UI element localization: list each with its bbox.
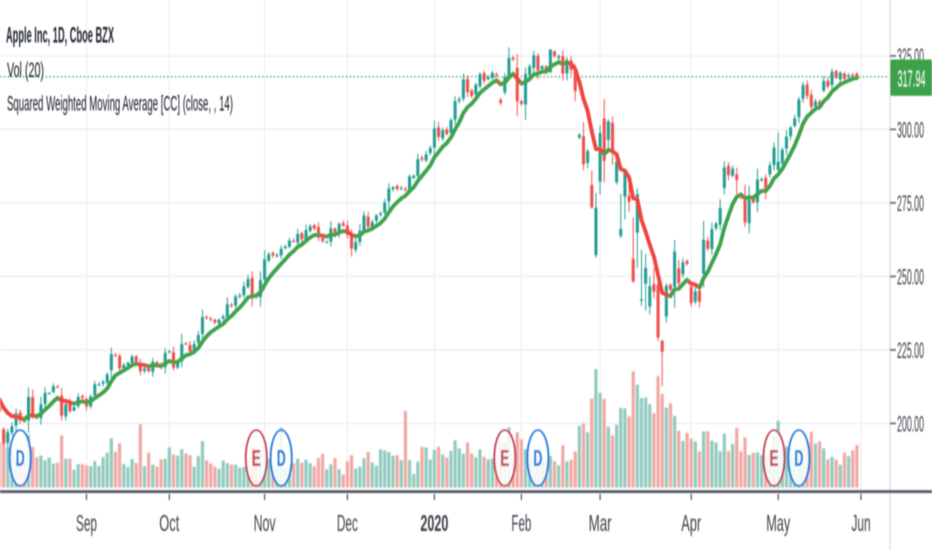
svg-text:Vol (20): Vol (20) (7, 59, 44, 82)
svg-text:Jun: Jun (852, 510, 871, 536)
svg-text:E: E (252, 445, 261, 471)
svg-text:Dec: Dec (337, 510, 358, 536)
svg-text:Nov: Nov (254, 510, 276, 536)
svg-text:300.00: 300.00 (897, 118, 924, 143)
svg-text:D: D (277, 445, 286, 471)
svg-text:D: D (794, 445, 803, 471)
svg-text:275.00: 275.00 (897, 191, 924, 216)
svg-text:Sep: Sep (76, 510, 97, 536)
svg-text:Feb: Feb (511, 510, 531, 536)
svg-text:250.00: 250.00 (897, 265, 924, 290)
svg-text:200.00: 200.00 (897, 412, 924, 437)
svg-text:Squared Weighted Moving Averag: Squared Weighted Moving Average [CC] (cl… (7, 93, 233, 116)
svg-text:Apple Inc, 1D, Cboe BZX: Apple Inc, 1D, Cboe BZX (6, 23, 114, 48)
svg-text:E: E (770, 445, 779, 471)
svg-text:D: D (16, 445, 25, 471)
svg-text:May: May (766, 510, 790, 536)
svg-text:D: D (533, 445, 542, 471)
svg-text:2020: 2020 (420, 510, 448, 536)
svg-text:Mar: Mar (589, 510, 612, 536)
svg-text:Apr: Apr (681, 510, 701, 536)
svg-text:Oct: Oct (159, 510, 179, 536)
svg-text:225.00: 225.00 (897, 338, 924, 363)
svg-text:E: E (500, 445, 509, 471)
svg-text:317.94: 317.94 (898, 65, 926, 91)
